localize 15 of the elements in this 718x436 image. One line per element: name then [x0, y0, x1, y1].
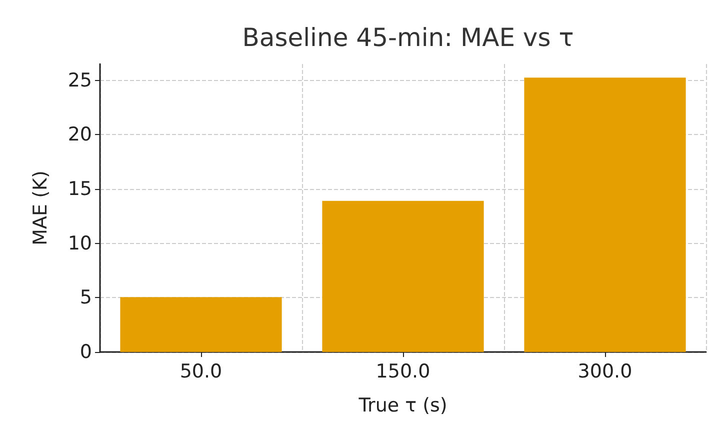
- x-tick-label: 300.0: [578, 360, 632, 382]
- y-axis-title: MAE (K): [30, 170, 52, 246]
- x-axis-title: True τ (s): [358, 394, 448, 416]
- chart-title: Baseline 45-min: MAE vs τ: [242, 23, 574, 52]
- y-tick-label: 25: [68, 69, 92, 92]
- y-tick-label: 15: [68, 178, 92, 200]
- bar: [120, 297, 282, 352]
- bar: [322, 200, 484, 352]
- y-tick-label: 0: [80, 341, 92, 363]
- bar: [524, 78, 686, 352]
- y-tick-label: 5: [80, 286, 92, 309]
- x-tick-label: 150.0: [376, 360, 430, 382]
- x-tick-label: 50.0: [180, 360, 222, 382]
- y-tick-label: 20: [68, 124, 92, 146]
- y-tick-label: 10: [68, 232, 92, 254]
